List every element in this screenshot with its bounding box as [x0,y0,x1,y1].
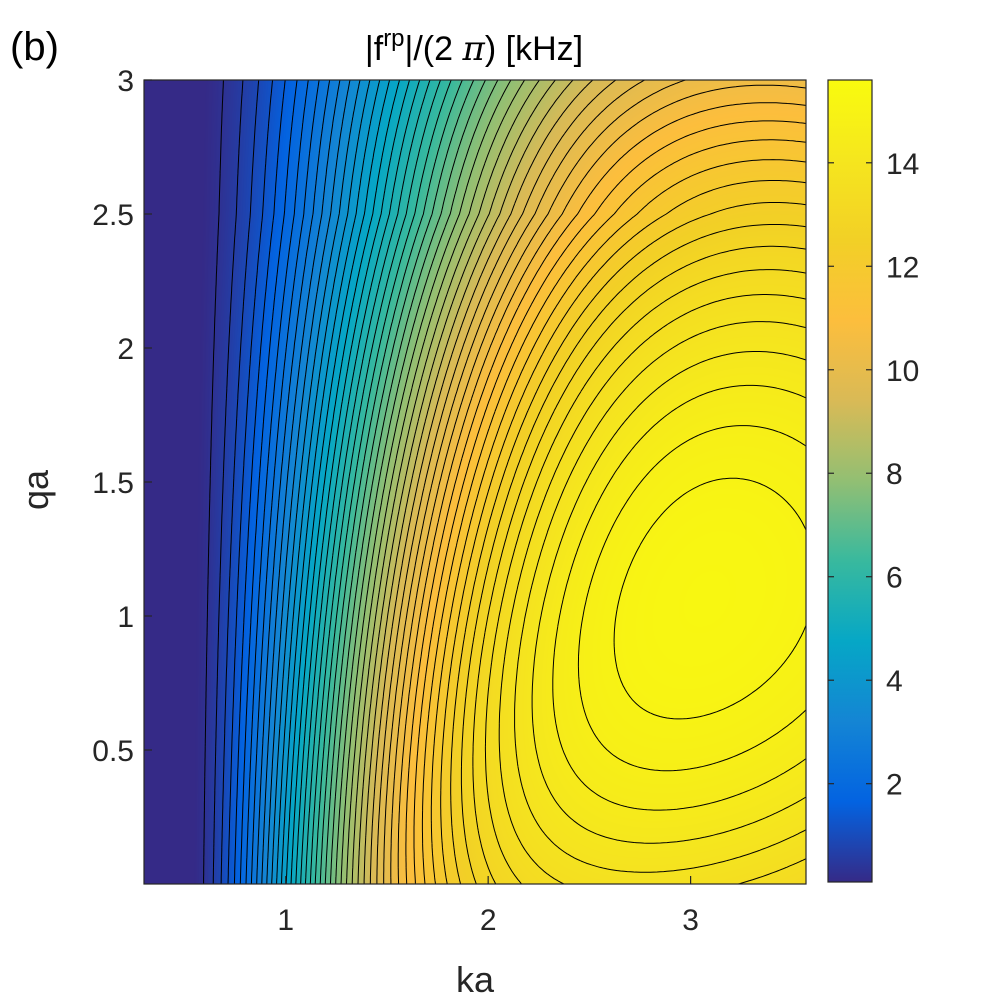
contour-line [346,80,526,884]
contour-line [227,80,274,884]
x-axis-label: ka [456,959,495,1000]
contour-line [304,80,431,884]
colorbar-ticks: 2 4 6 8 10 12 14 [828,148,919,802]
colorbar-tick-label: 10 [886,355,919,388]
y-tick-label: 0.5 [92,735,134,768]
contour-line [276,80,371,884]
y-axis-label: qa [15,469,56,510]
contour-line [300,80,421,884]
plot-area [143,79,807,885]
x-tick-label: 3 [682,904,699,937]
contour-line [256,80,331,884]
title-post: |/(2 [405,30,463,68]
contour-line [220,80,260,884]
y-axis: 0.5 1 1.5 2 2.5 3 [92,65,152,768]
contour-line [239,80,298,884]
title-pre: |f [365,30,384,68]
contour-line [245,80,309,884]
contour-line [376,80,617,884]
contour-line [329,80,486,884]
panel-label: (b) [10,25,59,69]
y-tick-label: 2 [117,333,134,366]
contour-line [351,80,540,884]
contour-line [369,80,594,884]
colorbar: 2 4 6 8 10 12 14 [827,79,919,883]
contour-line [514,321,806,873]
contour-line [460,224,806,884]
contour-line [363,80,574,884]
contour-line [295,80,410,884]
contour-line [421,139,806,884]
heatmap-image [144,80,806,884]
colorbar-tick-label: 6 [886,562,903,595]
colorbar-tick-label: 12 [886,251,919,284]
contour-line [314,80,452,884]
heatmap [144,80,806,884]
contour-line [271,80,361,884]
contour-line [233,80,286,884]
x-tick-label: 2 [480,904,497,937]
colorbar-tick-label: 2 [886,769,903,802]
contour-line [280,80,381,884]
contour-line [383,80,645,884]
colorbar-tick-label: 14 [886,148,919,181]
contour-line [340,80,512,884]
contour-line [266,80,351,884]
contour-line [290,80,400,884]
contour-line [484,269,806,884]
contour-line [285,80,391,884]
contour-line [405,102,806,884]
contour-line [397,84,806,884]
y-tick-label: 3 [117,65,134,98]
contour-line [498,294,806,884]
contour-line [613,477,806,720]
colorbar-gradient [827,79,873,883]
contour-line [440,180,806,884]
colorbar-tick-label: 8 [886,458,903,491]
contour-line [335,80,499,884]
y-tick-label: 2.5 [92,199,134,232]
contour-lines [203,80,806,884]
contour-line [212,80,244,884]
contour-line [319,80,463,884]
contour-line [577,425,806,772]
contour-line [203,80,224,884]
title-tail: ) [kHz] [485,30,583,68]
contour-line [552,384,806,811]
contour-line [413,120,806,884]
contour-line [450,202,806,884]
contour-line [472,245,806,884]
contour-line [357,80,556,884]
title-superscript: rp [383,25,404,52]
contour-line [430,159,806,884]
x-axis: 1 2 3 [277,876,699,937]
title-symbol: π [462,29,486,69]
y-tick-label: 1.5 [92,467,134,500]
x-tick-label: 1 [277,904,294,937]
contour-line [324,80,475,884]
contour-line [261,80,341,884]
y-tick-label: 1 [117,601,134,634]
contour-line [390,80,686,884]
colorbar-tick-label: 4 [886,665,903,698]
contour-line [250,80,320,884]
contour-line [309,80,441,884]
chart-title: |frp|/(2 π) [kHz] [365,25,583,69]
contour-line [531,351,806,844]
